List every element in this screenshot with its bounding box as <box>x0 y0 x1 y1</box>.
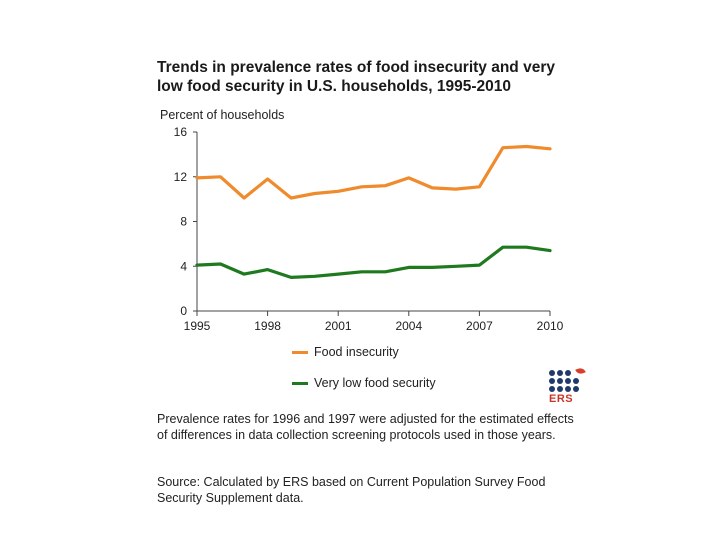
chart-title: Trends in prevalence rates of food insec… <box>157 59 555 95</box>
x-tick-label: 1995 <box>184 319 211 333</box>
ers-logo-text: ERS <box>549 393 574 405</box>
ticks: 0 4 8 12 16 1995 1998 2001 2004 2007 2010 <box>174 125 564 333</box>
x-tick-label: 2007 <box>466 319 493 333</box>
x-tick-label: 1998 <box>254 319 281 333</box>
ers-logo: ERS <box>549 366 586 405</box>
legend-item-food-insecurity: Food insecurity <box>292 345 399 359</box>
series-line-food-insecurity <box>195 144 552 200</box>
legend-label: Very low food security <box>314 376 436 390</box>
legend-label: Food insecurity <box>314 345 399 359</box>
legend-swatch <box>292 350 308 354</box>
ers-logo-dots-icon <box>549 370 585 392</box>
y-tick-label: 12 <box>174 170 188 184</box>
adjustment-note: Prevalence rates for 1996 and 1997 were … <box>157 412 574 442</box>
y-tick-label: 8 <box>180 215 187 229</box>
y-tick-label: 0 <box>180 304 187 318</box>
x-tick-label: 2010 <box>537 319 564 333</box>
x-tick-label: 2004 <box>395 319 422 333</box>
legend-item-very-low-food-security: Very low food security <box>292 376 436 390</box>
x-tick-label: 2001 <box>325 319 352 333</box>
legend-swatch <box>292 381 308 385</box>
y-axis-label: Percent of households <box>160 108 285 122</box>
series-line-very-low-food-security <box>195 245 552 279</box>
series-lines <box>195 144 552 279</box>
y-tick-label: 16 <box>174 125 188 139</box>
y-tick-label: 4 <box>180 259 187 273</box>
source-note: Source: Calculated by ERS based on Curre… <box>157 475 546 505</box>
